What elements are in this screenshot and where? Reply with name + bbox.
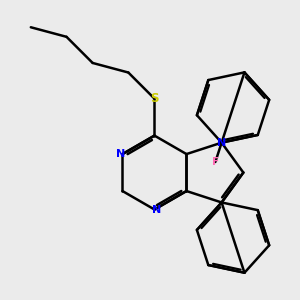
Text: N: N [217,138,226,148]
Text: N: N [152,205,161,214]
Text: S: S [150,92,159,105]
Text: N: N [116,149,125,159]
Text: F: F [212,157,219,167]
